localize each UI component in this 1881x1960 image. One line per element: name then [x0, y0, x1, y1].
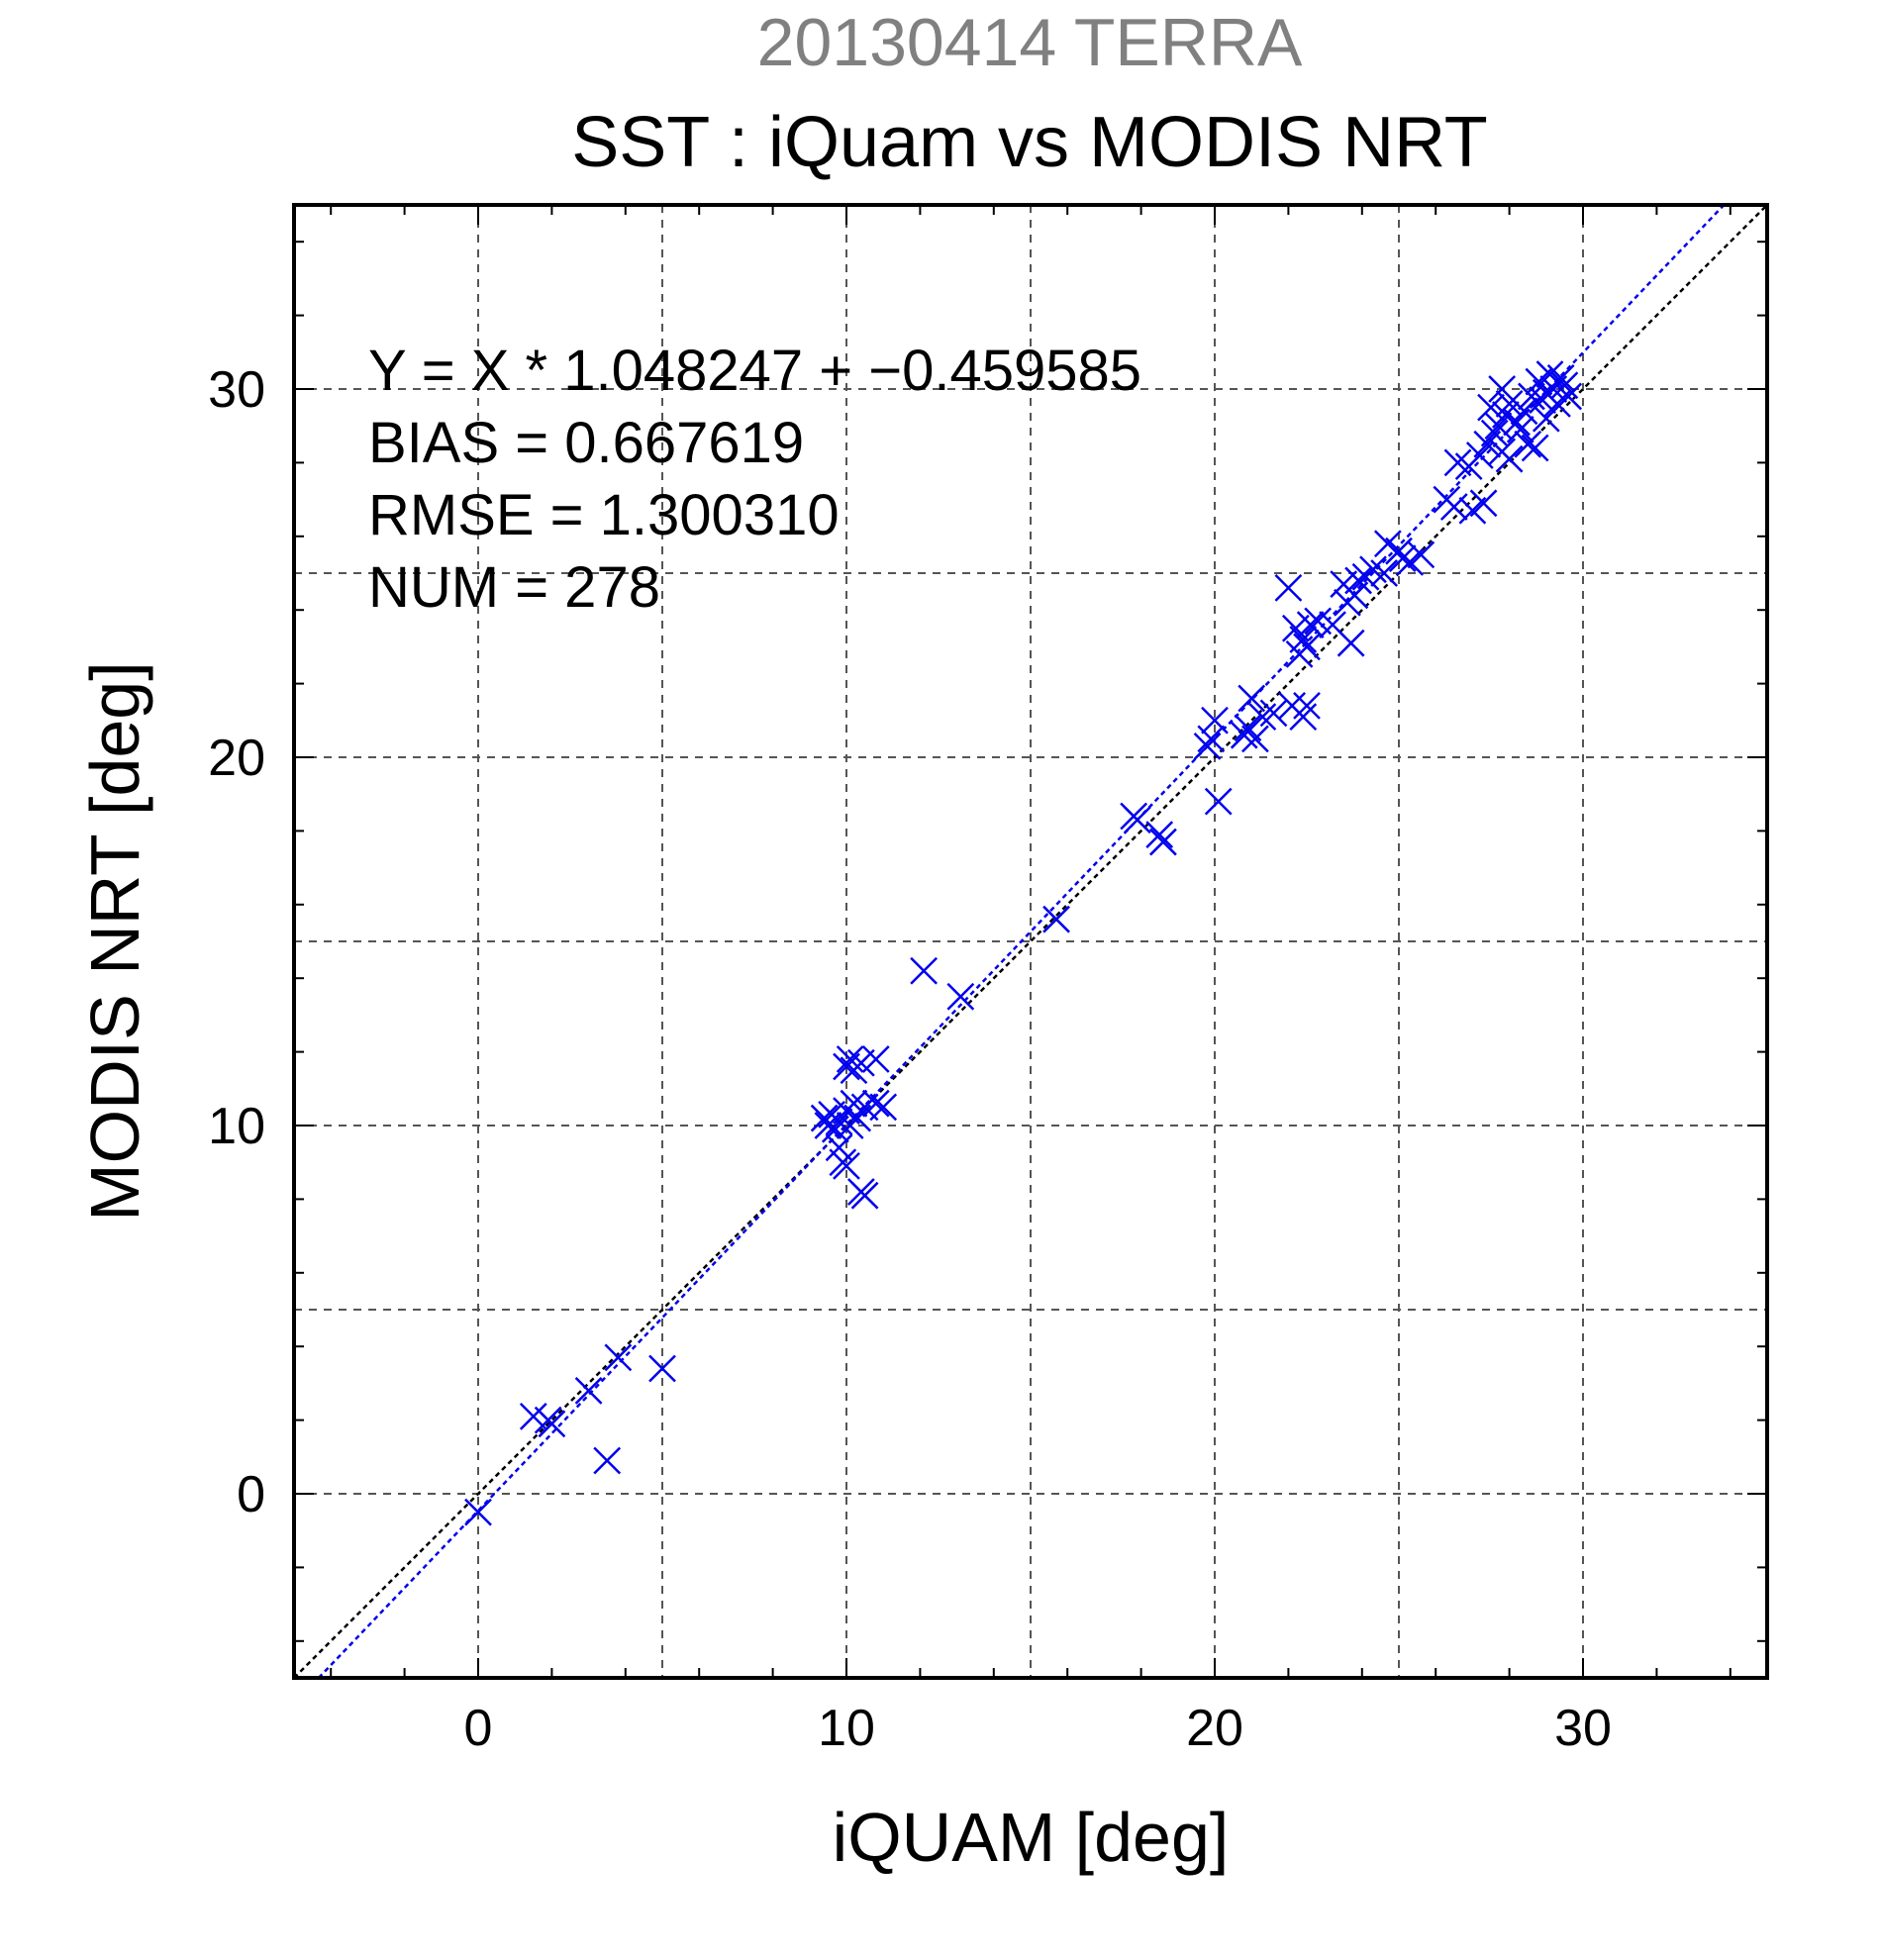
y-tick-label: 10: [208, 1098, 265, 1155]
data-point: [1336, 629, 1365, 657]
data-point: [1388, 544, 1417, 573]
data-point: [836, 1045, 864, 1073]
data-point: [1149, 828, 1177, 856]
data-point: [1241, 725, 1269, 753]
data-point: [1344, 566, 1372, 595]
data-point: [1495, 389, 1524, 418]
data-point: [574, 1376, 603, 1405]
x-axis-label: iQUAM [deg]: [833, 1799, 1230, 1876]
data-point: [1274, 573, 1303, 602]
data-point: [1469, 489, 1498, 518]
data-point: [1259, 699, 1288, 728]
data-point: [1439, 493, 1468, 521]
x-tick-label: 30: [1554, 1700, 1612, 1757]
num-annotation: NUM = 278: [368, 555, 660, 620]
data-point: [861, 1089, 890, 1118]
data-point: [1514, 430, 1542, 458]
data-point: [1495, 444, 1524, 473]
data-point: [1480, 419, 1509, 447]
x-tick-labels: 0 10 20 30: [464, 1700, 1612, 1757]
data-point: [1197, 725, 1226, 753]
data-point: [910, 956, 939, 985]
data-point: [538, 1410, 566, 1438]
data-point: [1289, 703, 1318, 731]
x-tick-label: 20: [1186, 1700, 1243, 1757]
data-point: [604, 1343, 633, 1372]
grid: [294, 205, 1767, 1678]
data-point: [814, 1112, 842, 1139]
data-point: [648, 1354, 676, 1383]
y-tick-labels: 0 10 20 30: [208, 361, 265, 1523]
data-point: [1145, 821, 1174, 849]
data-point: [833, 1152, 860, 1180]
data-point: [946, 982, 975, 1011]
data-point: [1370, 559, 1399, 587]
data-point: [1546, 363, 1575, 392]
x-tick-label: 10: [818, 1700, 875, 1757]
plot-frame: [292, 203, 1769, 1680]
rmse-annotation: RMSE = 1.300310: [368, 483, 840, 547]
y-tick-label: 30: [208, 361, 265, 419]
data-point: [1042, 905, 1070, 933]
data-point: [850, 1181, 879, 1210]
data-point: [1201, 706, 1229, 735]
data-point: [869, 1093, 898, 1122]
data-point: [1238, 684, 1266, 713]
regression-equation: Y = X * 1.048247 + −0.459585: [368, 339, 1141, 403]
data-point: [1532, 404, 1560, 433]
y-tick-label: 20: [208, 730, 265, 787]
data-point: [1521, 434, 1549, 462]
data-point: [1550, 371, 1579, 400]
data-point: [1359, 555, 1387, 584]
data-point: [1488, 375, 1517, 403]
data-point: [1293, 633, 1321, 661]
data-point: [1204, 787, 1233, 816]
y-axis-label: MODIS NRT [deg]: [76, 661, 153, 1221]
bias-annotation: BIAS = 0.667619: [368, 411, 804, 475]
data-point: [1296, 611, 1325, 638]
data-point: [1554, 382, 1583, 411]
data-point: [1193, 732, 1222, 760]
data-point: [1407, 540, 1436, 569]
chart-title: SST : iQuam vs MODIS NRT: [571, 103, 1488, 182]
data-point: [1289, 626, 1318, 653]
data-point: [1123, 806, 1151, 834]
chart-date-title: 20130414 TERRA: [757, 5, 1303, 80]
data-point: [1510, 397, 1538, 426]
data-point: [1477, 393, 1505, 422]
data-points: [464, 360, 1583, 1526]
data-point: [1443, 448, 1472, 477]
data-point: [1506, 416, 1534, 443]
data-point: [1293, 692, 1321, 720]
data-point: [1248, 703, 1277, 731]
data-point: [464, 1498, 492, 1526]
x-tick-label: 0: [464, 1700, 493, 1757]
data-point: [593, 1446, 622, 1475]
data-point: [861, 1045, 890, 1073]
y-tick-label: 0: [237, 1466, 265, 1523]
